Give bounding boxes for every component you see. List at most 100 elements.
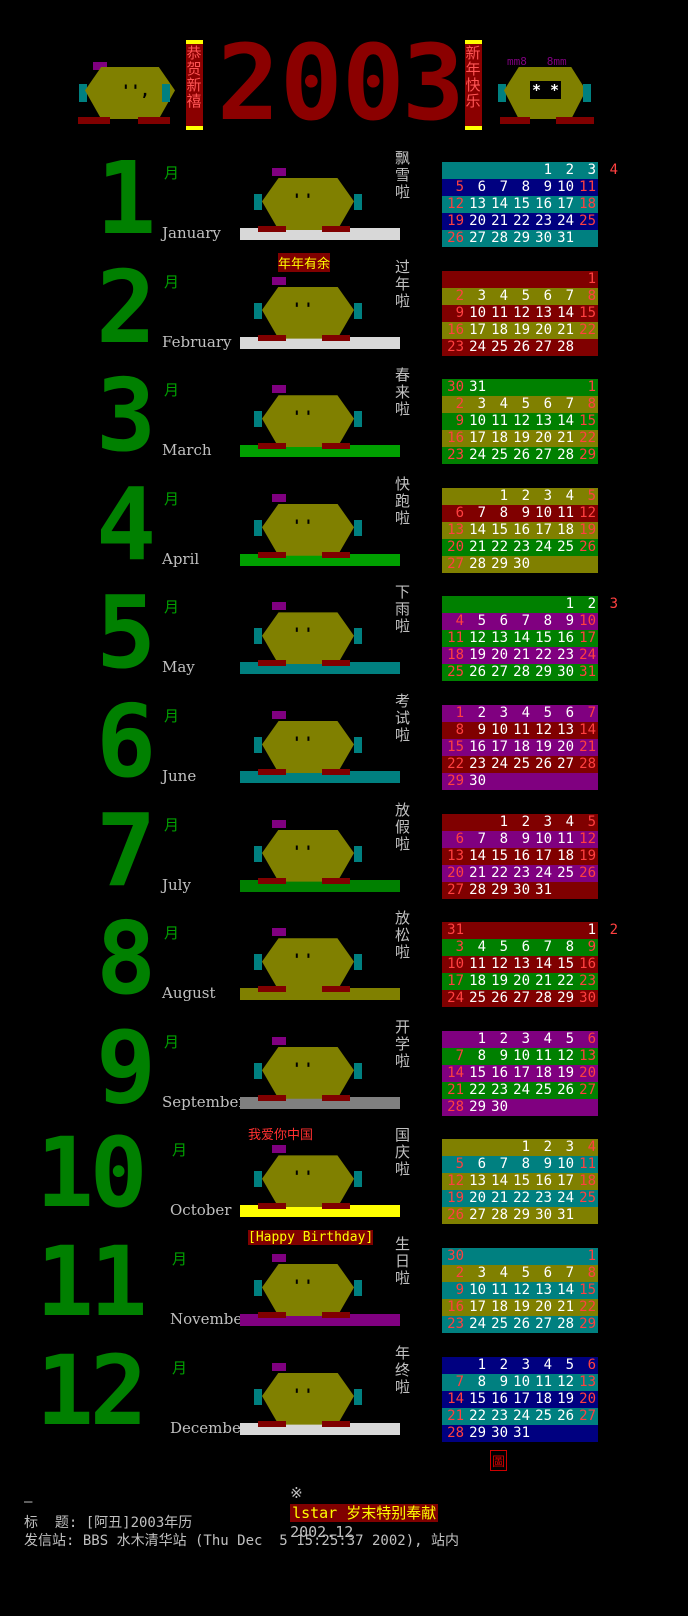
left-banner [186, 40, 203, 130]
calendar-week-row: 14 15 16 17 18 19 20 [442, 1390, 598, 1408]
month-row: 5 月 May '' 下雨啦 1 2 3 4 5 6 7 8 9 10 11 12 13 14 15 16 17 18 19 2… [0, 574, 688, 691]
calendar-day: 3 [609, 596, 618, 613]
calendar-day: 19 [447, 1190, 464, 1207]
calendar-day: 30 [513, 881, 530, 898]
calendar-day: 25 [557, 538, 574, 555]
calendar-day: 28 [513, 664, 530, 681]
calendar-day: 21 [447, 1081, 464, 1098]
calendar-day: 19 [579, 847, 596, 864]
calendar-day: 17 [579, 630, 596, 647]
calendar-day: 20 [535, 430, 552, 447]
calendar-day: 15 [469, 1064, 486, 1081]
month-number: 5 [96, 574, 157, 692]
calendar-day: 15 [513, 1173, 530, 1190]
calendar-week-row: 5 6 7 8 9 10 11 [442, 1156, 598, 1174]
calendar-day: 25 [557, 864, 574, 881]
signature-text: lstar 岁末特别奉献 [290, 1504, 439, 1522]
calendar-day: 30 [447, 379, 464, 396]
calendar-week-row: 26 27 28 29 30 31 [442, 230, 598, 247]
month-number: 12 [36, 1334, 148, 1447]
calendar-day: 26 [513, 447, 530, 464]
calendar-day: 5 [499, 939, 508, 956]
month-calendar-grid: 30 31 1 2 3 4 5 6 7 8 9 10 11 12 13 14 15 16 17 18 19 20 21 22 2… [442, 379, 598, 465]
mascot-face-icon: '' [262, 1372, 354, 1425]
calendar-day: 17 [535, 847, 552, 864]
calendar-day: 10 [469, 413, 486, 430]
calendar-day: 5 [455, 179, 464, 195]
calendar-day: 16 [579, 956, 596, 973]
calendar-day: 12 [557, 1047, 574, 1064]
calendar-day: 25 [579, 1190, 596, 1207]
month-slogan: 考试啦 [395, 692, 411, 744]
hat-icon [272, 711, 286, 719]
calendar-day: 11 [469, 956, 486, 973]
month-number: 4 [96, 465, 157, 583]
calendar-day: 22 [513, 1190, 530, 1207]
calendar-day: 30 [579, 990, 596, 1007]
calendar-day: 12 [513, 304, 530, 321]
calendar-day: 1 [499, 487, 508, 504]
mascot-face-icon: * * [504, 67, 586, 119]
calendar-day: 13 [513, 956, 530, 973]
month-yue: 月 [164, 489, 180, 508]
calendar-day: 24 [557, 1190, 574, 1207]
month-slogan: 春来啦 [395, 366, 411, 419]
month-slogan: 下雨啦 [395, 583, 411, 636]
calendar-day: 14 [469, 521, 486, 538]
calendar-day: 7 [587, 705, 596, 721]
calendar-day: 12 [579, 504, 596, 521]
calendar-day: 17 [447, 973, 464, 990]
month-row: 6 月 June '' 考试啦 1 2 3 4 5 6 7 8 9 10 11 12 13 14 15 16 17 18 19… [0, 683, 688, 800]
calendar-day: 28 [535, 990, 552, 1007]
calendar-day: 13 [447, 847, 464, 864]
hat-icon [272, 276, 286, 285]
month-row: 9 月 September '' 开学啦 1 2 3 4 5 6 7 8 9 10 11 12 13 14 15 16 1… [0, 1009, 688, 1126]
calendar-day: 15 [579, 413, 596, 430]
month-row: 7 月 July '' 放假啦 1 2 3 4 5 6 7 8 9 10 11 12 13 14 15 16 17 18 19… [0, 792, 688, 909]
month-name: April [162, 549, 200, 568]
calendar-day: 6 [499, 613, 508, 630]
calendar-day: 27 [491, 664, 508, 681]
calendar-week-row: 14 15 16 17 18 19 20 [442, 1064, 598, 1082]
calendar-day: 13 [579, 1373, 596, 1390]
calendar-week-row: 25 26 27 28 29 30 31 [442, 664, 598, 682]
mascot-face-icon: '' [262, 829, 354, 882]
month-calendar-grid: 1 2 3 4 5 6 7 8 9 10 11 12 13 14 15 16 17 18 19 20 21 22 23 24 2… [442, 1356, 598, 1442]
calendar-week-row: 9 10 11 12 13 14 15 [442, 1282, 598, 1299]
calendar-week-row: 9 10 11 12 13 14 15 [442, 413, 598, 431]
calendar-week-row: 27 28 29 30 31 [442, 881, 598, 899]
calendar-day: 31 [579, 664, 596, 681]
calendar-day: 27 [513, 990, 530, 1007]
illustration-caption: [Happy Birthday] [248, 1230, 374, 1245]
calendar-day: 5 [587, 813, 596, 830]
month-yue: 月 [164, 598, 180, 617]
calendar-day: 11 [579, 1156, 596, 1173]
hat-icon [272, 493, 286, 502]
right-banner [465, 40, 482, 130]
calendar-day: 6 [521, 939, 530, 956]
month-number: 9 [96, 1008, 157, 1126]
calendar-day: 5 [565, 1030, 574, 1047]
calendar-day: 11 [491, 304, 508, 321]
calendar-week-row: 21 22 23 24 25 26 27 [442, 1081, 598, 1099]
calendar-day: 2 [499, 1356, 508, 1373]
calendar-day: 9 [477, 722, 486, 738]
calendar-day: 4 [543, 1030, 552, 1047]
calendar-week-row: 5 6 7 8 9 10 11 [442, 179, 598, 196]
month-name: August [162, 984, 216, 1003]
mascot-face-icon: '' [262, 178, 354, 230]
calendar-day: 7 [565, 1265, 574, 1281]
calendar-day: 10 [535, 830, 552, 847]
hat-icon [272, 928, 286, 937]
month-calendar-grid: 1 2 3 4 5 6 7 8 9 10 11 12 13 14 15 16 17 18 19 20 21 22 23 24 2… [442, 270, 598, 356]
month-number: 1 [96, 140, 157, 257]
calendar-day: 29 [447, 773, 464, 789]
calendar-day: 27 [469, 1207, 486, 1224]
calendar-day: 3 [521, 1030, 530, 1047]
calendar-day: 26 [557, 1407, 574, 1424]
calendar-day: 22 [469, 1407, 486, 1424]
month-slogan: 过年啦 [395, 257, 411, 310]
